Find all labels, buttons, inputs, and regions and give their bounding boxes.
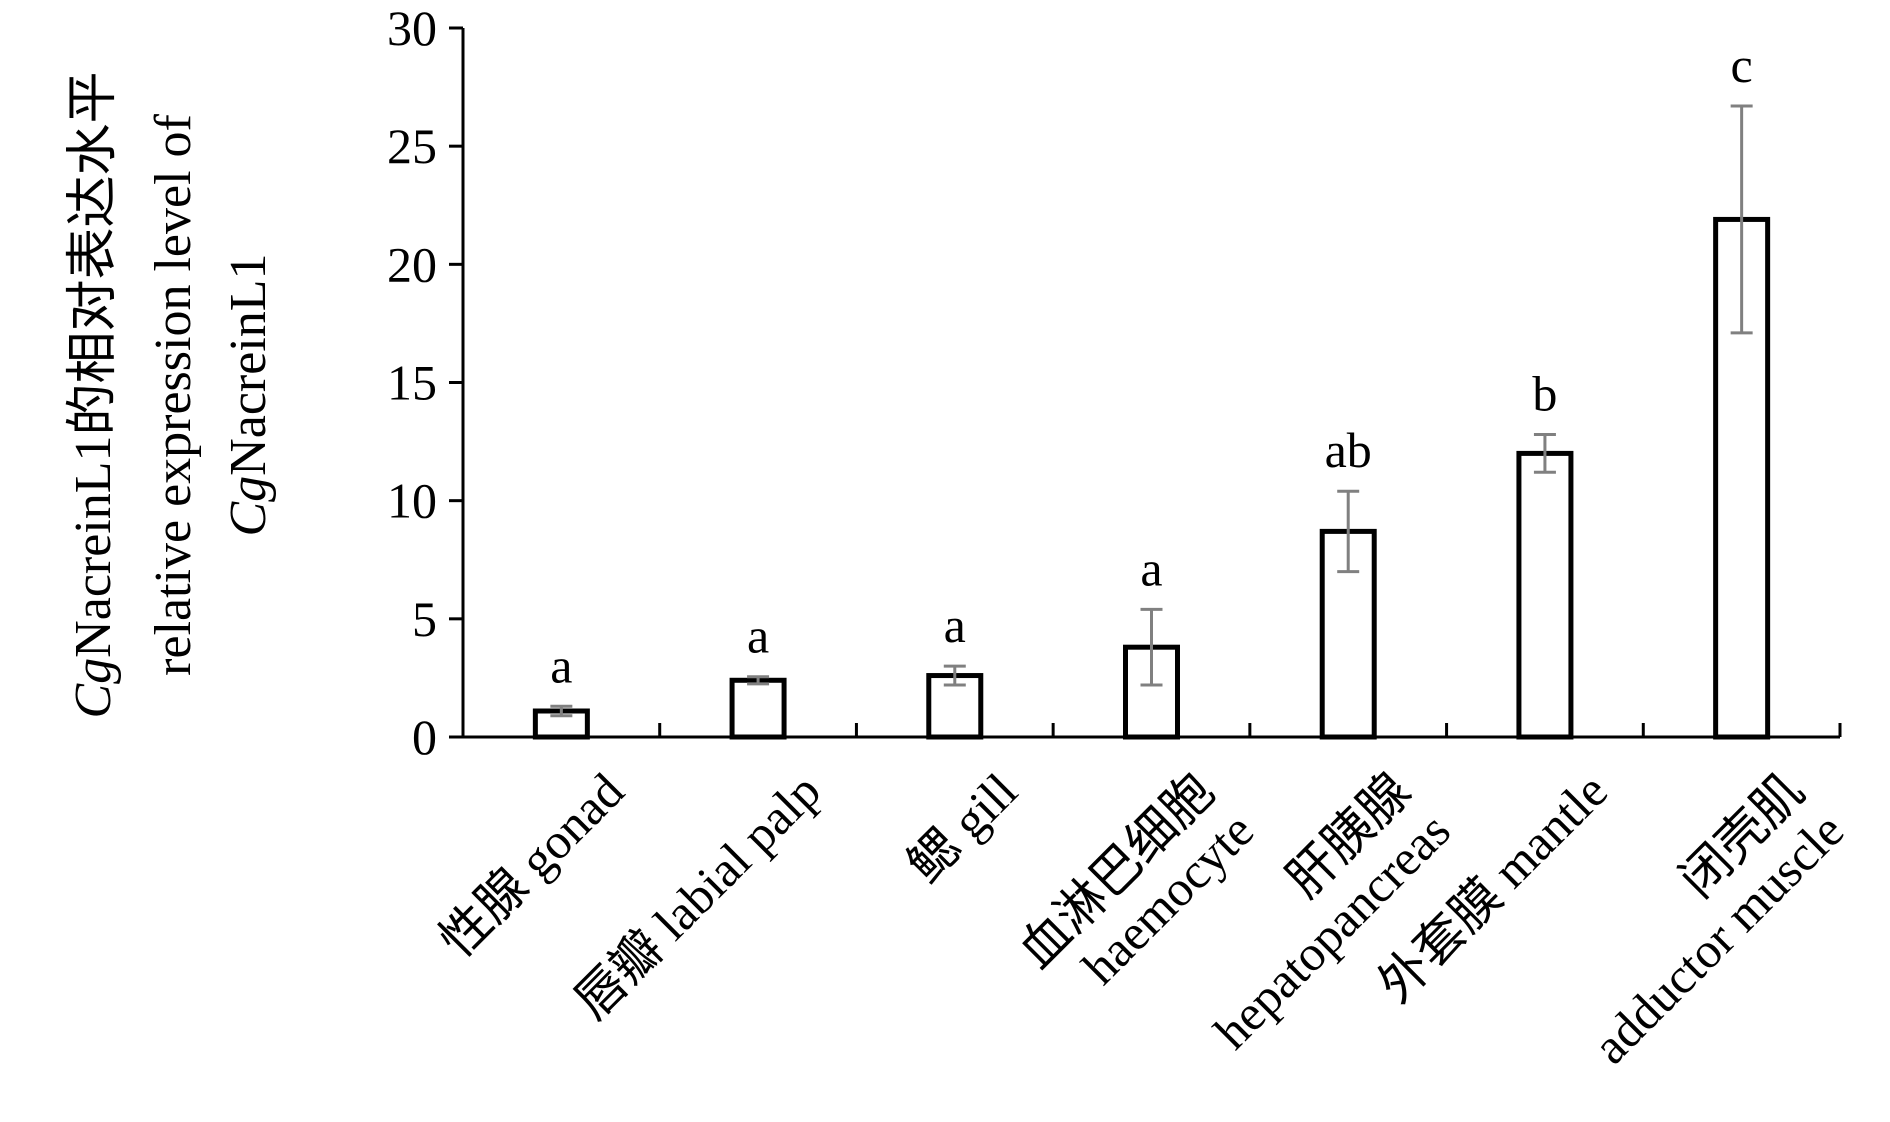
bar <box>1516 450 1574 740</box>
significance-label: a <box>944 597 966 653</box>
bar <box>1123 644 1180 740</box>
y-tick-label: 5 <box>412 591 437 647</box>
y-axis-title-line: CgNacreinL1的相对表达水平 <box>65 71 122 718</box>
y-axis-label: CgNacreinL1的相对表达水平 relative expression le… <box>65 71 277 718</box>
y-tick-label: 15 <box>387 355 437 411</box>
y-axis-title-italic: Cg <box>220 476 277 537</box>
category-label-line: 鳃 gill <box>897 762 1028 893</box>
significance-label: a <box>747 608 769 664</box>
significance-label: a <box>1140 540 1162 596</box>
y-axis-title-line: relative expression level of <box>145 113 202 675</box>
error-bar <box>1140 607 1163 687</box>
significance-label: a <box>550 637 572 693</box>
y-axis-title-italic: Cg <box>65 658 122 719</box>
y-axis-title-line: CgNacreinL1 <box>220 253 277 536</box>
significance-label: b <box>1532 365 1557 421</box>
error-bar <box>943 664 966 687</box>
y-axis-title: CgNacreinL1的相对表达水平 relative expression le… <box>65 71 277 718</box>
significance-label: c <box>1731 37 1753 93</box>
error-bar <box>1337 489 1360 574</box>
y-tick-label: 0 <box>412 709 437 765</box>
category-label: 性腺 gonad <box>429 762 635 968</box>
axes: 0 5 10 15 20 25 30 <box>387 0 1842 765</box>
error-bar <box>1533 432 1556 474</box>
y-axis-title-text: NacreinL1 <box>220 253 277 475</box>
y-tick-label: 30 <box>387 0 437 56</box>
error-bars <box>550 104 1753 718</box>
error-bar <box>1730 104 1753 335</box>
y-tick-label: 10 <box>387 473 437 529</box>
y-axis-title-text: relative expression level of <box>145 113 202 675</box>
y-tick-label: 20 <box>387 236 437 292</box>
category-label: 鳃 gill <box>897 762 1028 893</box>
error-bar <box>550 704 573 718</box>
category-label-line: 性腺 gonad <box>429 762 635 968</box>
y-axis-title-text: NacreinL1的相对表达水平 <box>65 71 122 657</box>
bar <box>729 677 787 740</box>
significance-label: ab <box>1325 422 1372 478</box>
y-tick-label: 25 <box>387 118 437 174</box>
significance-labels: a a a a ab b c <box>550 37 1752 693</box>
error-bar <box>747 675 770 686</box>
